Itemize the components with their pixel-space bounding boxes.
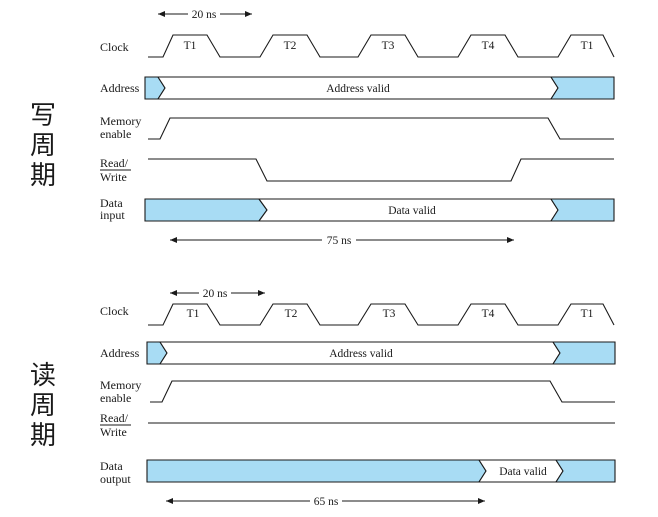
write-period-arrow: 20 ns [158, 9, 252, 21]
read-clock-tick-2: T2 [285, 308, 298, 320]
write-data-invalid-right [549, 198, 615, 222]
write-title-char-1: 写 [30, 101, 56, 131]
read-title-char-3: 期 [30, 421, 56, 451]
read-memory-label-line2: enable [100, 391, 131, 405]
read-memory-enable-waveform [150, 380, 615, 403]
read-data-invalid-left [146, 459, 487, 483]
write-cycle: 写 周 期 20 ns Clock T1 T2 T3 T4 T1 Address… [30, 9, 615, 247]
write-clock-tick-4: T4 [482, 40, 495, 52]
read-rw-label-line1: Read/ [100, 411, 129, 425]
write-clock-tick-2: T2 [284, 40, 297, 52]
write-data-label-line2: input [100, 208, 125, 222]
write-address-invalid-right [549, 76, 615, 100]
write-address-valid-label: Address valid [326, 83, 390, 95]
read-data-valid-label: Data valid [499, 466, 547, 478]
write-rw-label-line1: Read/ [100, 156, 129, 170]
read-duration-label: 65 ns [314, 496, 339, 508]
read-clock-label: Clock [100, 304, 129, 318]
write-memory-label-line1: Memory [100, 114, 141, 128]
write-memory-label-line2: enable [100, 127, 131, 141]
read-data-label-line2: output [100, 472, 131, 486]
write-clock-tick-1: T1 [184, 40, 197, 52]
read-address-valid-label: Address valid [329, 348, 393, 360]
write-data-valid-label: Data valid [388, 205, 436, 217]
write-data-label-line1: Data [100, 196, 123, 210]
write-clock-label: Clock [100, 40, 129, 54]
write-rw-label-line2: Write [100, 170, 127, 184]
write-clock-tick-5: T1 [581, 40, 594, 52]
read-title-char-2: 周 [30, 391, 56, 421]
write-duration-arrow: 75 ns [170, 235, 514, 247]
write-address-label: Address [100, 81, 140, 95]
write-title-char-3: 期 [30, 161, 56, 191]
read-clock-tick-5: T1 [581, 308, 594, 320]
read-clock-tick-1: T1 [187, 308, 200, 320]
read-cycle: 读 周 期 20 ns Clock T1 T2 T3 T4 T1 Address… [30, 288, 616, 508]
write-clock-tick-3: T3 [382, 40, 395, 52]
read-data-invalid-right [554, 459, 616, 483]
read-data-label-line1: Data [100, 459, 123, 473]
read-title-char-1: 读 [30, 361, 56, 391]
read-period-label: 20 ns [203, 288, 228, 300]
read-memory-label-line1: Memory [100, 378, 141, 392]
read-clock-tick-4: T4 [482, 308, 495, 320]
write-clock-waveform [148, 34, 615, 58]
write-data-invalid-left [144, 198, 268, 222]
write-rw-waveform [148, 158, 614, 182]
read-address-label: Address [100, 346, 140, 360]
write-title-char-2: 周 [30, 131, 56, 161]
read-clock-waveform [148, 303, 615, 326]
write-memory-enable-waveform [148, 117, 614, 140]
read-period-arrow: 20 ns [170, 288, 265, 300]
read-address-invalid-right [551, 341, 616, 365]
read-duration-arrow: 65 ns [166, 496, 485, 508]
write-period-label: 20 ns [192, 9, 217, 21]
read-rw-label-line2: Write [100, 425, 127, 439]
read-clock-tick-3: T3 [383, 308, 396, 320]
write-duration-label: 75 ns [327, 235, 352, 247]
